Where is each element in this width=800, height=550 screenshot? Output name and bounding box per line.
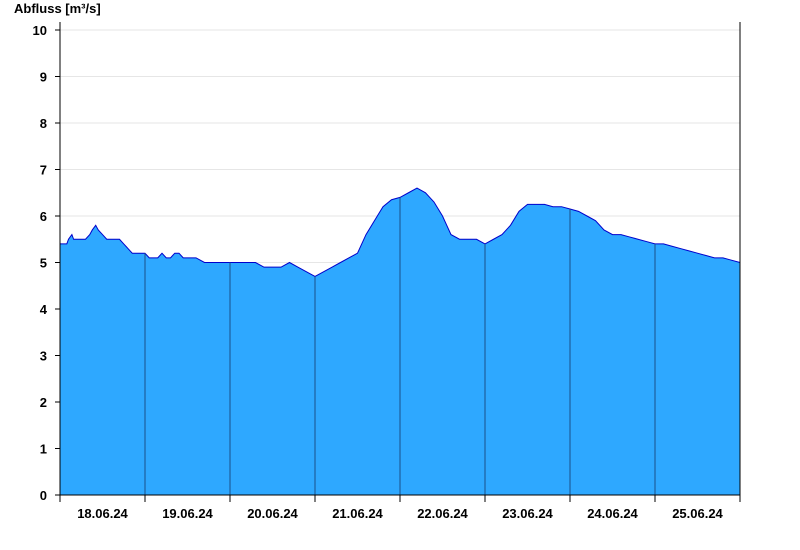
y-tick-label: 6	[40, 209, 47, 224]
y-tick-label: 0	[40, 488, 47, 503]
x-tick-labels: 18.06.24 19.06.24 20.06.24 21.06.24 22.06.24…	[77, 506, 723, 521]
x-tick-label: 24.06.24	[587, 506, 638, 521]
x-tick-label: 22.06.24	[417, 506, 468, 521]
day-divider-layer	[144, 197, 656, 495]
y-tick-label: 10	[33, 23, 47, 38]
y-tick-label: 4	[40, 302, 48, 317]
y-tick-label: 8	[40, 116, 47, 131]
y-tick-label: 5	[40, 256, 47, 271]
x-tick-label: 20.06.24	[247, 506, 298, 521]
x-tick-label: 23.06.24	[502, 506, 553, 521]
axis-layer	[55, 22, 741, 502]
y-tick-label: 7	[40, 163, 47, 178]
y-tick-labels: 0 1 2 3 4 5 6 7 8 9 10	[33, 23, 48, 503]
y-tick-label: 2	[40, 395, 47, 410]
y-tick-label: 1	[40, 442, 47, 457]
y-axis-label: Abfluss [m³/s]	[14, 1, 101, 16]
x-tick-label: 18.06.24	[77, 506, 128, 521]
discharge-line	[60, 187, 741, 278]
x-tick-label: 19.06.24	[162, 506, 213, 521]
x-tick-label: 21.06.24	[332, 506, 383, 521]
y-tick-label: 3	[40, 349, 47, 364]
x-tick-label: 25.06.24	[672, 506, 723, 521]
y-tick-label: 9	[40, 70, 47, 85]
